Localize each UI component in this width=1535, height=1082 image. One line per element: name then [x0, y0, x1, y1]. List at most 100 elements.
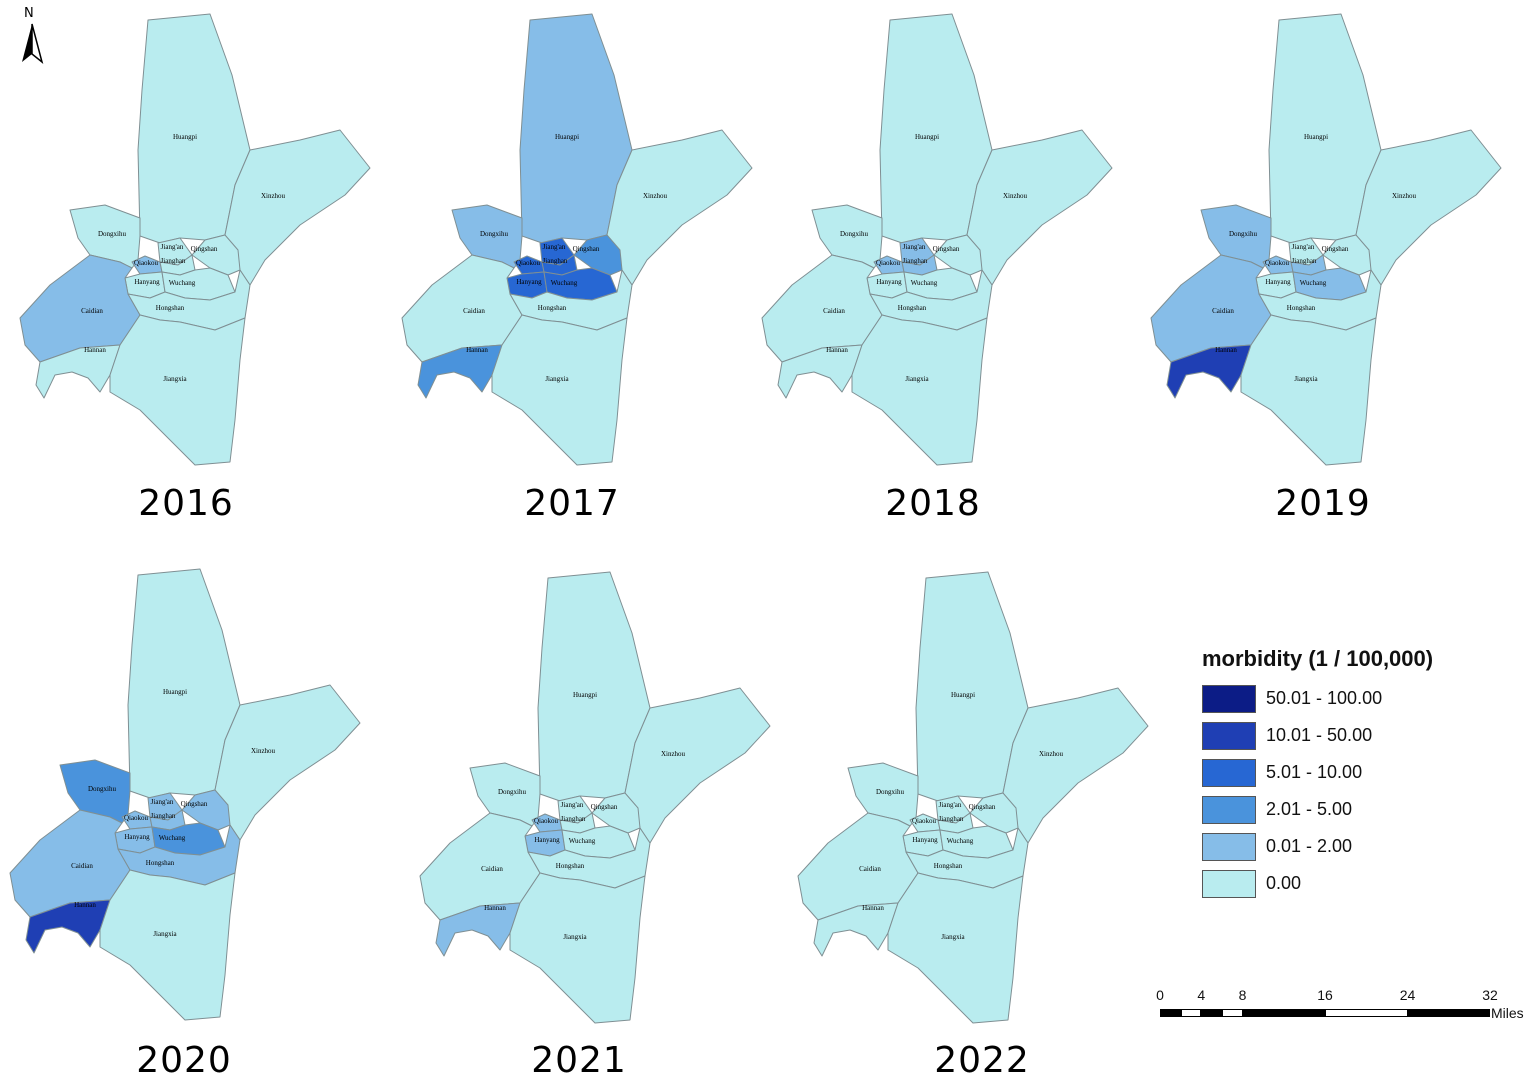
district-label-jiangan: Jiang'an — [939, 801, 962, 809]
north-arrow-letter: N — [24, 6, 34, 21]
district-label-hongshan: Hongshan — [146, 859, 175, 867]
district-jiangxia-2019 — [1240, 314, 1377, 466]
legend-item: 0.01 - 2.00 — [1202, 828, 1502, 865]
legend-item: 2.01 - 5.00 — [1202, 791, 1502, 828]
district-label-hanyang: Hanyang — [1265, 278, 1291, 286]
district-label-jiangxia: Jiangxia — [545, 375, 569, 383]
district-label-hongshan: Hongshan — [556, 862, 585, 870]
district-label-hannan: Hannan — [862, 904, 884, 912]
district-label-dongxihu: Dongxihu — [1229, 230, 1258, 238]
legend-swatch — [1202, 869, 1256, 898]
district-label-jiangxia: Jiangxia — [1294, 375, 1318, 383]
map-panel-2022: Huangpi Xinzhou Dongxihu Jiang'an Qingshan Qi… — [797, 571, 1149, 1024]
district-label-wuchang: Wuchang — [169, 279, 196, 287]
district-label-xinzhou: Xinzhou — [1039, 750, 1064, 758]
legend-item: 10.01 - 50.00 — [1202, 717, 1502, 754]
district-label-hannan: Hannan — [484, 904, 506, 912]
district-label-jiangan: Jiang'an — [161, 243, 184, 251]
district-label-hannan: Hannan — [826, 346, 848, 354]
district-label-xinzhou: Xinzhou — [1392, 192, 1417, 200]
map-panel-2017: Huangpi Xinzhou Dongxihu Jiang'an Qingshan Qi… — [401, 13, 753, 466]
district-label-hanyang: Hanyang — [912, 836, 938, 844]
district-label-dongxihu: Dongxihu — [88, 785, 117, 793]
district-label-caidian: Caidian — [1212, 307, 1234, 315]
district-hannan-2022 — [813, 902, 899, 957]
district-label-hongshan: Hongshan — [934, 862, 963, 870]
map-panel-2018: Huangpi Xinzhou Dongxihu Jiang'an Qingshan Qi… — [761, 13, 1113, 466]
scale-tick-label: 24 — [1399, 987, 1416, 1003]
district-label-jianghan: Jianghan — [161, 257, 186, 265]
district-hannan-2021 — [435, 902, 521, 957]
district-label-dongxihu: Dongxihu — [876, 788, 905, 796]
legend: morbidity (1 / 100,000) 50.01 - 100.00 10… — [1202, 646, 1502, 902]
district-label-wuchang: Wuchang — [1300, 279, 1327, 287]
district-hannan-2018 — [777, 344, 863, 399]
legend-swatch — [1202, 758, 1256, 787]
map-panel-2019: Huangpi Xinzhou Dongxihu Jiang'an Qingshan Qi… — [1150, 13, 1502, 466]
scale-segment — [1160, 1009, 1181, 1017]
district-label-jiangxia: Jiangxia — [563, 933, 587, 941]
scale-segment — [1221, 1009, 1243, 1017]
district-label-qingshan: Qingshan — [1322, 245, 1349, 253]
legend-swatch — [1202, 721, 1256, 750]
district-label-jianghan: Jianghan — [543, 257, 568, 265]
district-label-qiaokou: Qiaokou — [516, 259, 541, 267]
scale-segment — [1180, 1009, 1202, 1017]
district-label-dongxihu: Dongxihu — [840, 230, 869, 238]
district-label-qingshan: Qingshan — [181, 800, 208, 808]
district-label-qiaokou: Qiaokou — [912, 817, 937, 825]
district-label-hanyang: Hanyang — [516, 278, 542, 286]
district-label-xinzhou: Xinzhou — [643, 192, 668, 200]
district-label-jiangxia: Jiangxia — [153, 930, 177, 938]
scale-tick-label: 16 — [1317, 987, 1333, 1003]
district-label-hanyang: Hanyang — [534, 836, 560, 844]
district-label-qiaokou: Qiaokou — [124, 814, 149, 822]
district-label-jianghan: Jianghan — [561, 815, 586, 823]
scale-segment — [1325, 1009, 1408, 1017]
district-label-xinzhou: Xinzhou — [661, 750, 686, 758]
district-label-jiangxia: Jiangxia — [905, 375, 929, 383]
district-label-jiangan: Jiang'an — [903, 243, 926, 251]
year-label-2018: 2018 — [885, 483, 981, 524]
scale-segment — [1201, 1009, 1222, 1017]
district-label-jianghan: Jianghan — [1292, 257, 1317, 265]
scale-units: Miles — [1491, 1005, 1524, 1021]
district-label-qingshan: Qingshan — [933, 245, 960, 253]
district-label-qiaokou: Qiaokou — [134, 259, 159, 267]
legend-label: 10.01 - 50.00 — [1266, 725, 1373, 745]
district-hannan-2020 — [25, 899, 111, 954]
district-jiangxia-2017 — [491, 314, 628, 466]
north-arrow-icon — [22, 23, 44, 65]
district-label-hannan: Hannan — [74, 901, 96, 909]
district-label-huangpi: Huangpi — [1304, 133, 1328, 141]
year-label-2019: 2019 — [1275, 483, 1371, 524]
year-label-2021: 2021 — [531, 1040, 627, 1081]
district-label-caidian: Caidian — [859, 865, 881, 873]
legend-swatch — [1202, 684, 1256, 713]
scale-tick-label: 0 — [1156, 987, 1164, 1003]
year-label-2020: 2020 — [136, 1040, 232, 1081]
legend-item: 50.01 - 100.00 — [1202, 680, 1502, 717]
district-label-dongxihu: Dongxihu — [498, 788, 527, 796]
district-label-hannan: Hannan — [84, 346, 106, 354]
legend-title: morbidity (1 / 100,000) — [1202, 646, 1434, 671]
district-jiangxia-2021 — [509, 872, 646, 1024]
legend-label: 5.01 - 10.00 — [1266, 762, 1363, 782]
year-label-2017: 2017 — [524, 483, 620, 524]
district-label-hanyang: Hanyang — [134, 278, 160, 286]
scale-segment — [1242, 1009, 1325, 1017]
district-label-hongshan: Hongshan — [1287, 304, 1316, 312]
district-label-qingshan: Qingshan — [969, 803, 996, 811]
legend-label: 0.01 - 2.00 — [1266, 836, 1353, 856]
district-label-hannan: Hannan — [466, 346, 488, 354]
district-hannan-2017 — [417, 344, 503, 399]
district-label-xinzhou: Xinzhou — [251, 747, 276, 755]
district-label-hongshan: Hongshan — [538, 304, 567, 312]
district-label-qiaokou: Qiaokou — [876, 259, 901, 267]
district-jiangxia-2018 — [851, 314, 988, 466]
map-panel-2016: Huangpi Xinzhou Dongxihu Jiang'an Qingshan Qi… — [19, 13, 371, 466]
year-label-2022: 2022 — [934, 1040, 1030, 1081]
district-jiangxia-2022 — [887, 872, 1024, 1024]
legend-item: 5.01 - 10.00 — [1202, 754, 1502, 791]
district-label-jiangan: Jiang'an — [1292, 243, 1315, 251]
